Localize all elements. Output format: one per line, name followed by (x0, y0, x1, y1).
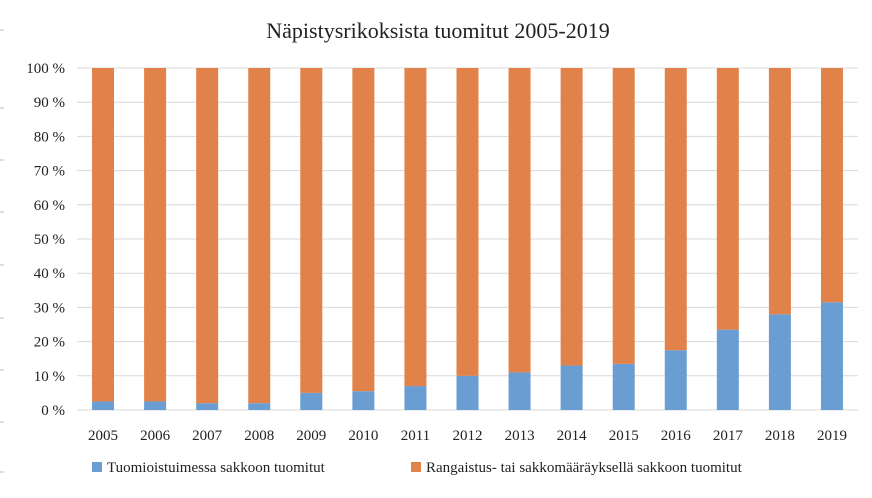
bar-series-2-2008 (248, 68, 271, 404)
y-axis-ticks: 0 % 10 % 20 % 30 % 40 % 50 % 60 % 70 % 80 % 90 % 1… (26, 61, 65, 419)
legend-label-series-2: Rangaistus- tai sakkomääräyksellä sakkoo… (426, 460, 743, 476)
bar-series-1-2008 (248, 403, 271, 410)
chart-title: Näpistysrikoksista tuomitut 2005-2019 (266, 18, 609, 43)
bar-series-2-2019 (820, 68, 843, 303)
legend: Tuomioistuimessa sakkoon tuomitut Rangai… (92, 460, 743, 476)
x-tick-label: 2019 (817, 428, 847, 444)
bar-series-1-2018 (768, 314, 791, 410)
bar-series-2-2013 (508, 68, 531, 373)
legend-swatch-series-2 (411, 462, 421, 472)
x-tick-label: 2011 (401, 428, 430, 444)
bar-series-1-2014 (560, 365, 583, 410)
bar-series-1-2017 (716, 329, 739, 410)
bar-series-1-2005 (92, 401, 115, 410)
x-tick-label: 2017 (713, 428, 744, 444)
y-tick-label: 80 % (34, 129, 65, 145)
bar-series-2-2017 (716, 68, 739, 330)
x-tick-label: 2014 (557, 428, 588, 444)
x-tick-label: 2012 (453, 428, 483, 444)
bar-series-2-2011 (404, 68, 427, 387)
y-tick-label: 0 % (41, 403, 65, 419)
y-tick-label: 60 % (34, 198, 65, 214)
bar-series-2-2010 (352, 68, 375, 392)
bar-series-2-2009 (300, 68, 323, 393)
y-tick-label: 70 % (34, 164, 65, 180)
y-tick-label: 30 % (34, 300, 65, 316)
bar-series-2-2012 (456, 68, 479, 376)
bar-series-2-2018 (768, 68, 791, 315)
bar-series-2-2007 (196, 68, 219, 404)
x-axis-ticks: 2005 2006 2007 2008 2009 2010 2011 2012 2013 2014… (88, 428, 847, 444)
bar-series-2-2015 (612, 68, 635, 364)
x-tick-label: 2015 (609, 428, 639, 444)
legend-swatch-series-1 (92, 462, 102, 472)
x-tick-label: 2007 (192, 428, 223, 444)
bar-series-1-2019 (820, 302, 843, 410)
bar-series-2-2005 (92, 68, 115, 402)
x-tick-label: 2010 (348, 428, 378, 444)
left-edge-marks (0, 29, 4, 473)
x-tick-label: 2018 (765, 428, 795, 444)
x-tick-label: 2013 (505, 428, 535, 444)
bar-series-1-2006 (144, 401, 167, 410)
y-tick-label: 20 % (34, 335, 65, 351)
bar-series-1-2007 (196, 403, 219, 410)
bar-series-1-2011 (404, 386, 427, 410)
x-tick-label: 2005 (88, 428, 118, 444)
bars (92, 68, 843, 410)
bar-series-1-2009 (300, 392, 323, 410)
bar-series-1-2015 (612, 363, 635, 410)
bar-series-1-2016 (664, 350, 687, 410)
bar-series-1-2012 (456, 375, 479, 410)
legend-label-series-1: Tuomioistuimessa sakkoon tuomitut (107, 460, 326, 476)
x-tick-label: 2009 (296, 428, 326, 444)
y-tick-label: 100 % (26, 61, 65, 77)
x-tick-label: 2008 (244, 428, 274, 444)
y-tick-label: 90 % (34, 95, 65, 111)
x-tick-label: 2006 (140, 428, 171, 444)
bar-series-1-2010 (352, 391, 375, 410)
x-tick-label: 2016 (661, 428, 692, 444)
y-tick-label: 50 % (34, 232, 65, 248)
y-tick-label: 10 % (34, 369, 65, 385)
bar-series-2-2016 (664, 68, 687, 351)
y-tick-label: 40 % (34, 266, 65, 282)
bar-series-2-2014 (560, 68, 583, 366)
bar-series-2-2006 (144, 68, 167, 402)
bar-series-1-2013 (508, 372, 531, 410)
